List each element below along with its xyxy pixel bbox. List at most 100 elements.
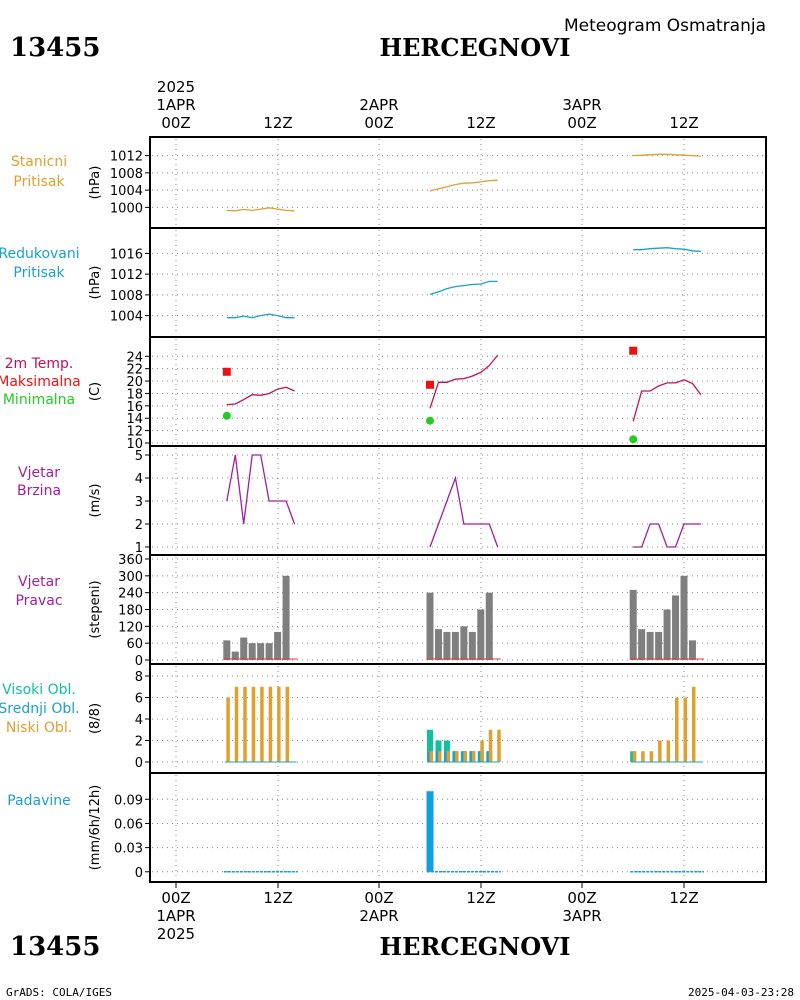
direction-bar-19 <box>638 629 646 660</box>
unit-label-vjetar_brzina: (m/s) <box>88 484 103 518</box>
direction-bar-16 <box>485 592 493 660</box>
panel-label-redukovani-0: Redukovani <box>0 246 80 262</box>
direction-bar-14 <box>468 631 476 660</box>
cloud-bar-2-4 <box>260 686 264 762</box>
ytick-label-vjetar_brzina-0: 1 <box>135 541 143 556</box>
series-line-stanicni-0 <box>226 207 295 212</box>
panel-label-oblaci-2: Niski Obl. <box>6 720 72 736</box>
ytick-label-padavine-3: 0.09 <box>114 793 143 808</box>
series-line-vjetar_brzina-2 <box>633 523 701 548</box>
ytick-label-padavine-0: 0 <box>135 866 143 881</box>
direction-bar-3 <box>248 643 256 660</box>
cloud-bar-2-19 <box>641 751 645 762</box>
direction-bar-1 <box>231 651 239 660</box>
max-temp-marker-2 <box>629 346 638 355</box>
max-temp-marker-0 <box>222 367 231 376</box>
cloud-bar-2-9 <box>429 751 433 762</box>
cloud-bar-2-7 <box>285 686 290 762</box>
panel-label-oblaci-0: Visoki Obl. <box>2 682 76 698</box>
hour-label-bottom-1-12: 12Z <box>263 889 292 907</box>
unit-label-padavine: (mm/6h/12h) <box>88 785 103 871</box>
ytick-label-temperatura-5: 20 <box>126 375 143 390</box>
date-label-bottom-1: 1APR <box>156 907 195 925</box>
date-label-bottom-3: 3APR <box>562 907 601 925</box>
hour-label-top-2-00: 00Z <box>364 114 393 132</box>
cloud-bar-0-9 <box>427 729 433 762</box>
date-label-bottom-2: 2APR <box>359 907 398 925</box>
cloud-bar-2-12 <box>454 751 459 762</box>
panel-label-oblaci-1: Srednji Obl. <box>0 701 80 717</box>
direction-bar-2 <box>240 637 248 660</box>
ytick-label-vjetar_pravac-0: 0 <box>135 654 143 669</box>
unit-label-redukovani: (hPa) <box>88 266 103 300</box>
station-name-top: HERCEGNOVI <box>379 33 570 62</box>
unit-label-stanicni: (hPa) <box>88 166 103 200</box>
panel-stanicni: 1000 1004 1008 1012 (hPa) Stanicni Pritisak <box>11 136 767 229</box>
panel-label-vjetar_brzina-1: Brzina <box>17 483 61 499</box>
ytick-label-stanicni-1: 1004 <box>110 184 143 199</box>
cloud-bar-2-2 <box>243 686 247 762</box>
panel-frame-stanicni <box>149 136 767 229</box>
direction-bar-24 <box>680 575 688 660</box>
direction-bar-23 <box>672 595 680 660</box>
panel-label-temperatura-0: 2m Temp. <box>5 356 74 372</box>
ytick-label-vjetar_brzina-3: 4 <box>135 472 143 487</box>
direction-bar-13 <box>460 626 468 660</box>
ytick-label-redukovani-0: 1004 <box>110 310 143 325</box>
panel-frame-redukovani <box>149 227 767 338</box>
direction-bar-10 <box>434 629 442 660</box>
cloud-bar-2-5 <box>268 686 273 762</box>
direction-bar-20 <box>646 631 654 660</box>
panels: 1 0 0 0 1004 1008 1012 (hPa) Stanicni Pritisak 100… <box>0 136 767 888</box>
hour-label-top-3-12: 12Z <box>669 114 698 132</box>
precip-bar-0 <box>426 791 434 872</box>
ytick-label-vjetar_brzina-1: 2 <box>135 518 143 533</box>
panel-oblaci: 0 2 4 6 8 (8/8) Visoki Obl. Srednji Obl. Niski O… <box>0 663 767 774</box>
ytick-label-temperatura-1: 12 <box>126 425 143 440</box>
panel-vjetar_brzina: 1 2 3 4 5 (m/s) Vjetar Brzina <box>17 445 767 556</box>
panel-frame-padavine <box>149 772 767 883</box>
cloud-bar-2-22 <box>666 740 671 762</box>
panel-redukovani: 1004 1008 1012 1016 (hPa) Redukovani Pritisak <box>0 227 767 338</box>
hour-label-bottom-1-00: 00Z <box>161 889 190 907</box>
direction-bar-0 <box>223 640 231 660</box>
hour-label-bottom-3-12: 12Z <box>669 889 698 907</box>
cloud-bar-2-3 <box>251 686 256 762</box>
cloud-bar-2-16 <box>488 729 493 762</box>
panel-label-stanicni-0: Stanicni <box>11 154 67 170</box>
meteogram-subtitle: Meteogram Osmatranja <box>564 16 766 36</box>
cloud-bar-2-24 <box>683 697 687 762</box>
cloud-bar-2-20 <box>649 751 654 762</box>
ytick-label-vjetar_brzina-2: 3 <box>135 495 143 510</box>
date-label-top-3: 3APR <box>562 96 601 114</box>
year-label-bottom: 2025 <box>157 925 195 943</box>
direction-bar-6 <box>274 631 282 660</box>
ytick-label-stanicni-2: 1008 <box>110 167 143 182</box>
series-line-vjetar_brzina-0 <box>226 454 296 525</box>
cloud-bar-2-17 <box>497 729 501 762</box>
cloud-bar-2-0 <box>226 697 230 762</box>
hour-label-bottom-2-00: 00Z <box>364 889 393 907</box>
ytick-label-oblaci-4: 8 <box>135 670 143 685</box>
cloud-bar-2-18 <box>632 751 637 762</box>
ytick-label-padavine-2: 0.06 <box>114 817 143 832</box>
direction-bar-18 <box>629 589 637 660</box>
ytick-label-vjetar_pravac-5: 300 <box>118 570 143 585</box>
ytick-label-oblaci-3: 6 <box>135 692 143 707</box>
unit-label-vjetar_pravac: (stepeni) <box>88 580 103 638</box>
unit-label-oblaci: (8/8) <box>88 703 103 734</box>
min-temp-marker-2 <box>629 435 638 444</box>
ytick-label-temperatura-4: 18 <box>126 387 143 402</box>
cloud-bar-2-11 <box>446 751 450 762</box>
ytick-label-stanicni-3: 1012 <box>110 150 143 165</box>
direction-bar-5 <box>265 643 273 660</box>
direction-bar-11 <box>443 631 451 660</box>
panel-label-redukovani-1: Pritisak <box>13 265 65 281</box>
cloud-bar-2-6 <box>277 686 281 762</box>
cloud-bar-2-21 <box>658 740 662 762</box>
series-line-redukovani-1 <box>429 280 498 296</box>
ytick-label-oblaci-0: 0 <box>135 756 143 771</box>
panel-label-vjetar_pravac-1: Pravac <box>15 593 62 609</box>
